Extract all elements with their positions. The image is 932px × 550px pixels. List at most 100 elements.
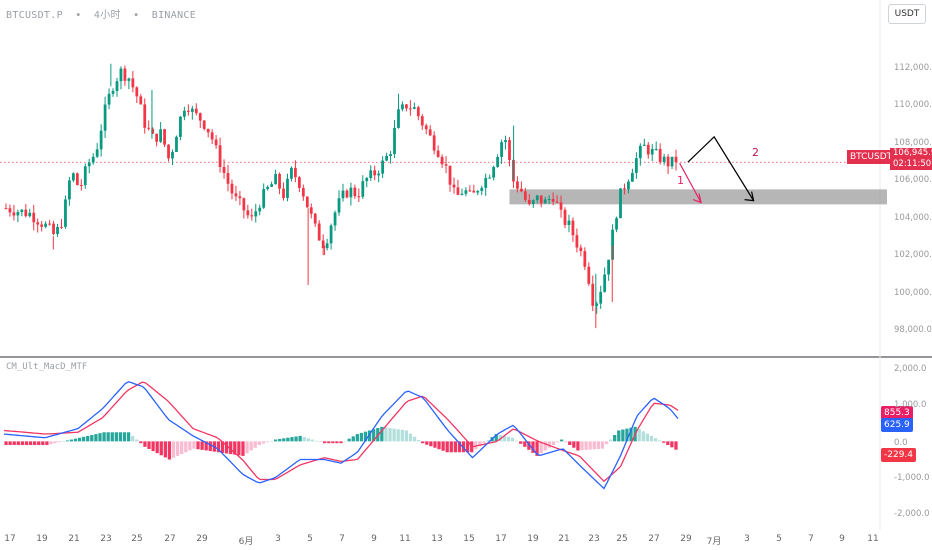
time-tick-label: 29 <box>680 534 692 544</box>
candle-body <box>642 144 646 146</box>
macd-histogram-bar <box>245 441 249 454</box>
candle-body <box>282 188 285 198</box>
macd-histogram-bar <box>318 441 323 442</box>
candle-body <box>397 109 400 128</box>
candle-body <box>424 125 428 130</box>
macd-histogram-bar <box>294 436 298 442</box>
timeframe-label[interactable]: 4小时 <box>93 10 121 21</box>
candle-body <box>32 212 36 223</box>
projection-label-2: 2 <box>752 146 759 159</box>
candle-body <box>504 140 507 143</box>
candle-body <box>20 209 24 213</box>
price-tick-label: 104,000.0 <box>894 212 932 223</box>
macd-histogram-bar <box>551 441 556 445</box>
macd-histogram-bar <box>404 430 408 442</box>
signal-value-tag: 855.3 <box>881 406 913 420</box>
candle-body <box>448 165 452 185</box>
macd-histogram-bar <box>535 441 539 456</box>
time-tick-label: 29 <box>196 534 208 544</box>
macd-histogram-bar <box>351 436 355 442</box>
candle-body <box>297 177 301 188</box>
candle-body <box>385 155 388 161</box>
price-tick-label: 110,000.0 <box>894 100 932 110</box>
candle-body <box>87 162 91 167</box>
macd-histogram-bar <box>474 441 478 450</box>
candle-body <box>345 190 349 198</box>
candle-body <box>95 149 99 157</box>
price-tick-label: 112,000.0 <box>894 62 932 73</box>
macd-line <box>3 381 679 490</box>
candle-body <box>583 251 587 267</box>
time-tick-label: 13 <box>431 534 443 544</box>
candle-body <box>28 212 32 217</box>
macd-histogram-bar <box>367 430 372 442</box>
macd-histogram-bar <box>388 428 392 442</box>
macd-histogram-bar <box>523 441 527 447</box>
candle-body <box>234 193 238 197</box>
candle-body <box>563 209 567 225</box>
candle-body <box>222 167 226 173</box>
macd-histogram-bar <box>323 441 327 444</box>
macd-histogram-bar <box>559 439 564 442</box>
chart-header: BTCUSDT.P • 4小时 • BINANCE <box>6 6 202 21</box>
candle-body <box>361 181 365 197</box>
macd-histogram-bar <box>416 440 421 442</box>
candle-body <box>520 188 523 192</box>
macd-histogram-bar <box>257 441 261 445</box>
candle-body <box>147 127 151 129</box>
macd-histogram-bar <box>637 429 641 442</box>
candle-body <box>175 136 178 153</box>
candle-body <box>567 220 571 225</box>
macd-histogram-bar <box>641 431 645 442</box>
header-separator: • <box>133 10 140 21</box>
macd-histogram-bar <box>143 441 147 447</box>
macd-histogram-bar <box>37 441 41 445</box>
macd-value-tag: 625.9 <box>881 418 913 432</box>
macd-histogram-bar <box>421 441 425 444</box>
macd-histogram-bar <box>33 441 37 445</box>
macd-histogram-bar <box>384 427 388 442</box>
time-tick-label: 11 <box>399 534 411 544</box>
candle-body <box>508 140 511 160</box>
macd-tick-label: -1,000.0 <box>894 472 930 483</box>
candle-body <box>440 156 444 165</box>
candle-body <box>658 148 662 163</box>
macd-histogram-bar <box>441 441 445 451</box>
indicator-label[interactable]: CM_Ult_MacD_MTF <box>6 362 88 372</box>
candle-body <box>634 158 638 173</box>
candle-body <box>543 199 547 204</box>
macd-histogram-bar <box>613 435 617 442</box>
macd-histogram-bar <box>49 441 53 445</box>
candle-body <box>412 107 416 109</box>
candle-body <box>317 223 321 241</box>
macd-histogram-bar <box>449 441 453 453</box>
macd-histogram-bar <box>494 434 498 442</box>
time-tick-label: 25 <box>616 534 628 544</box>
macd-histogram-bar <box>171 441 176 458</box>
candle-body <box>290 167 293 179</box>
candle-body <box>662 156 666 163</box>
symbol-label[interactable]: BTCUSDT.P <box>6 10 63 21</box>
candle-body <box>595 303 599 306</box>
candle-body <box>183 110 186 117</box>
candle-body <box>353 187 357 197</box>
price-tick-label: 100,000.0 <box>894 287 932 298</box>
macd-histogram-bar <box>163 441 167 458</box>
candle-body <box>301 187 305 197</box>
candle-body <box>206 128 210 133</box>
candle-body <box>313 213 317 224</box>
currency-button[interactable]: USDT <box>888 4 926 24</box>
macd-histogram-bar <box>339 441 343 444</box>
candle-body <box>91 156 95 163</box>
candle-body <box>579 247 583 252</box>
time-tick-label: 27 <box>648 534 660 544</box>
candle-body <box>599 291 603 304</box>
candle-body <box>254 211 258 217</box>
macd-histogram-bar <box>114 432 118 442</box>
candle-body <box>186 110 190 112</box>
candle-body <box>444 164 448 166</box>
projection-arrowhead-1 <box>692 193 702 204</box>
candle-body <box>111 90 115 94</box>
candle-body <box>500 142 503 157</box>
